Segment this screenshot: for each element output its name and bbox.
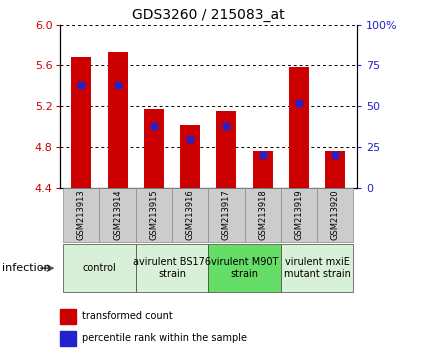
Bar [317,188,353,242]
Bar [71,57,91,188]
Bar [144,109,164,188]
Bar [108,52,128,188]
Bar [281,244,353,292]
Text: infection: infection [2,263,51,273]
Text: GSM213913: GSM213913 [77,190,86,240]
Bar [289,67,309,188]
Bar [60,309,76,324]
Bar [63,244,136,292]
Bar [180,125,200,188]
Text: GSM213917: GSM213917 [222,190,231,240]
Bar [325,151,345,188]
Bar [136,188,172,242]
Bar [208,244,281,292]
Text: GSM213919: GSM213919 [295,190,303,240]
Bar [281,188,317,242]
Bar [244,188,281,242]
Title: GDS3260 / 215083_at: GDS3260 / 215083_at [132,8,285,22]
Bar [253,151,273,188]
Text: GSM213914: GSM213914 [113,190,122,240]
Bar [136,244,208,292]
Text: transformed count: transformed count [82,312,173,321]
Text: GSM213918: GSM213918 [258,190,267,240]
Bar [99,188,136,242]
Text: control: control [82,263,116,273]
Bar [63,188,99,242]
Bar [60,331,76,346]
Text: GSM213915: GSM213915 [149,190,159,240]
Text: virulent mxiE
mutant strain: virulent mxiE mutant strain [283,257,351,279]
Text: virulent M90T
strain: virulent M90T strain [211,257,278,279]
Text: GSM213920: GSM213920 [331,190,340,240]
Bar [208,188,244,242]
Text: GSM213916: GSM213916 [186,190,195,240]
Text: percentile rank within the sample: percentile rank within the sample [82,333,247,343]
Bar [216,111,236,188]
Text: avirulent BS176
strain: avirulent BS176 strain [133,257,211,279]
Bar [172,188,208,242]
